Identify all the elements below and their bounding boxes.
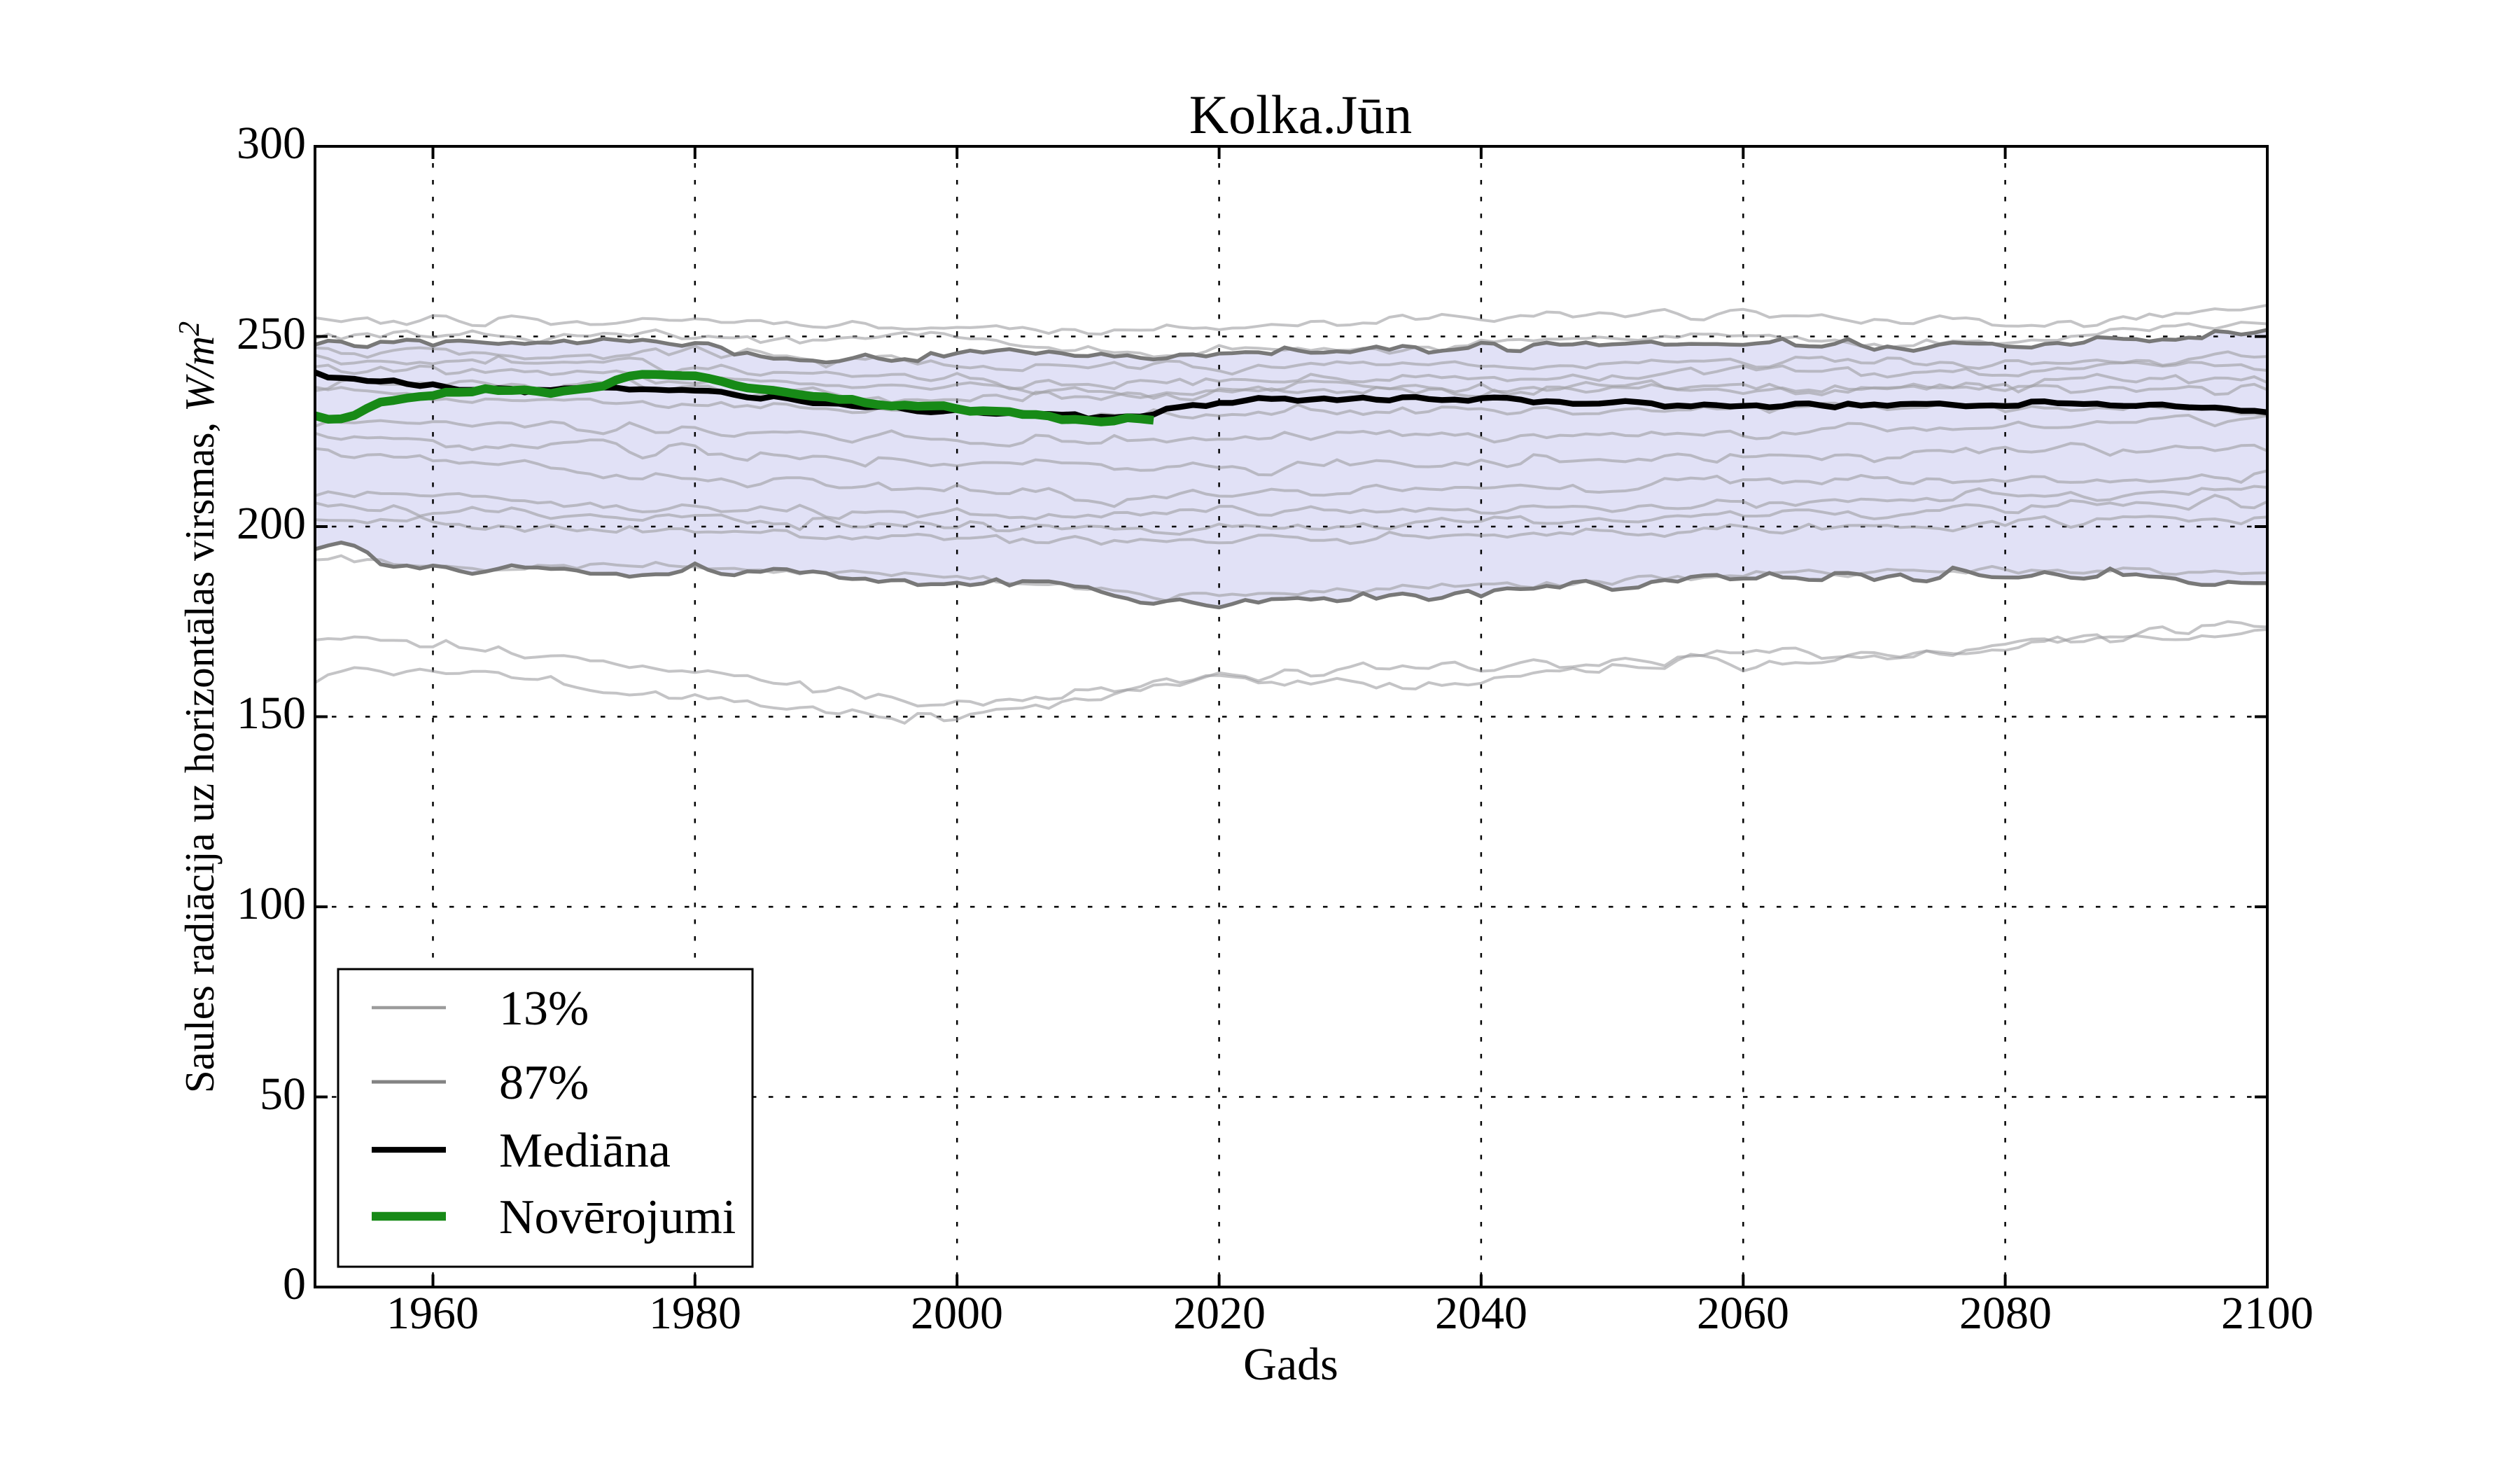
svg-text:13%: 13% (499, 982, 589, 1036)
svg-text:2040: 2040 (1435, 1288, 1527, 1339)
svg-text:2100: 2100 (2221, 1288, 2314, 1339)
svg-text:2080: 2080 (1959, 1288, 2052, 1339)
svg-text:1980: 1980 (649, 1288, 741, 1339)
svg-text:Gads: Gads (1243, 1339, 1338, 1390)
svg-text:300: 300 (237, 118, 306, 169)
svg-text:2000: 2000 (911, 1288, 1003, 1339)
svg-text:100: 100 (237, 878, 306, 929)
svg-text:200: 200 (237, 498, 306, 549)
svg-text:Kolka.Jūn: Kolka.Jūn (1189, 84, 1412, 145)
svg-text:50: 50 (260, 1069, 306, 1120)
svg-text:2060: 2060 (1697, 1288, 1789, 1339)
svg-text:150: 150 (237, 688, 306, 739)
svg-text:2020: 2020 (1173, 1288, 1266, 1339)
svg-text:Novērojumi: Novērojumi (499, 1190, 736, 1244)
svg-text:250: 250 (237, 308, 306, 359)
svg-text:87%: 87% (499, 1056, 589, 1110)
svg-text:Saules radiācija uz horizontāl: Saules radiācija uz horizontālas virsmas… (174, 321, 223, 1093)
svg-text:1960: 1960 (386, 1288, 479, 1339)
svg-text:0: 0 (283, 1258, 306, 1309)
svg-text:Mediāna: Mediāna (499, 1124, 671, 1178)
